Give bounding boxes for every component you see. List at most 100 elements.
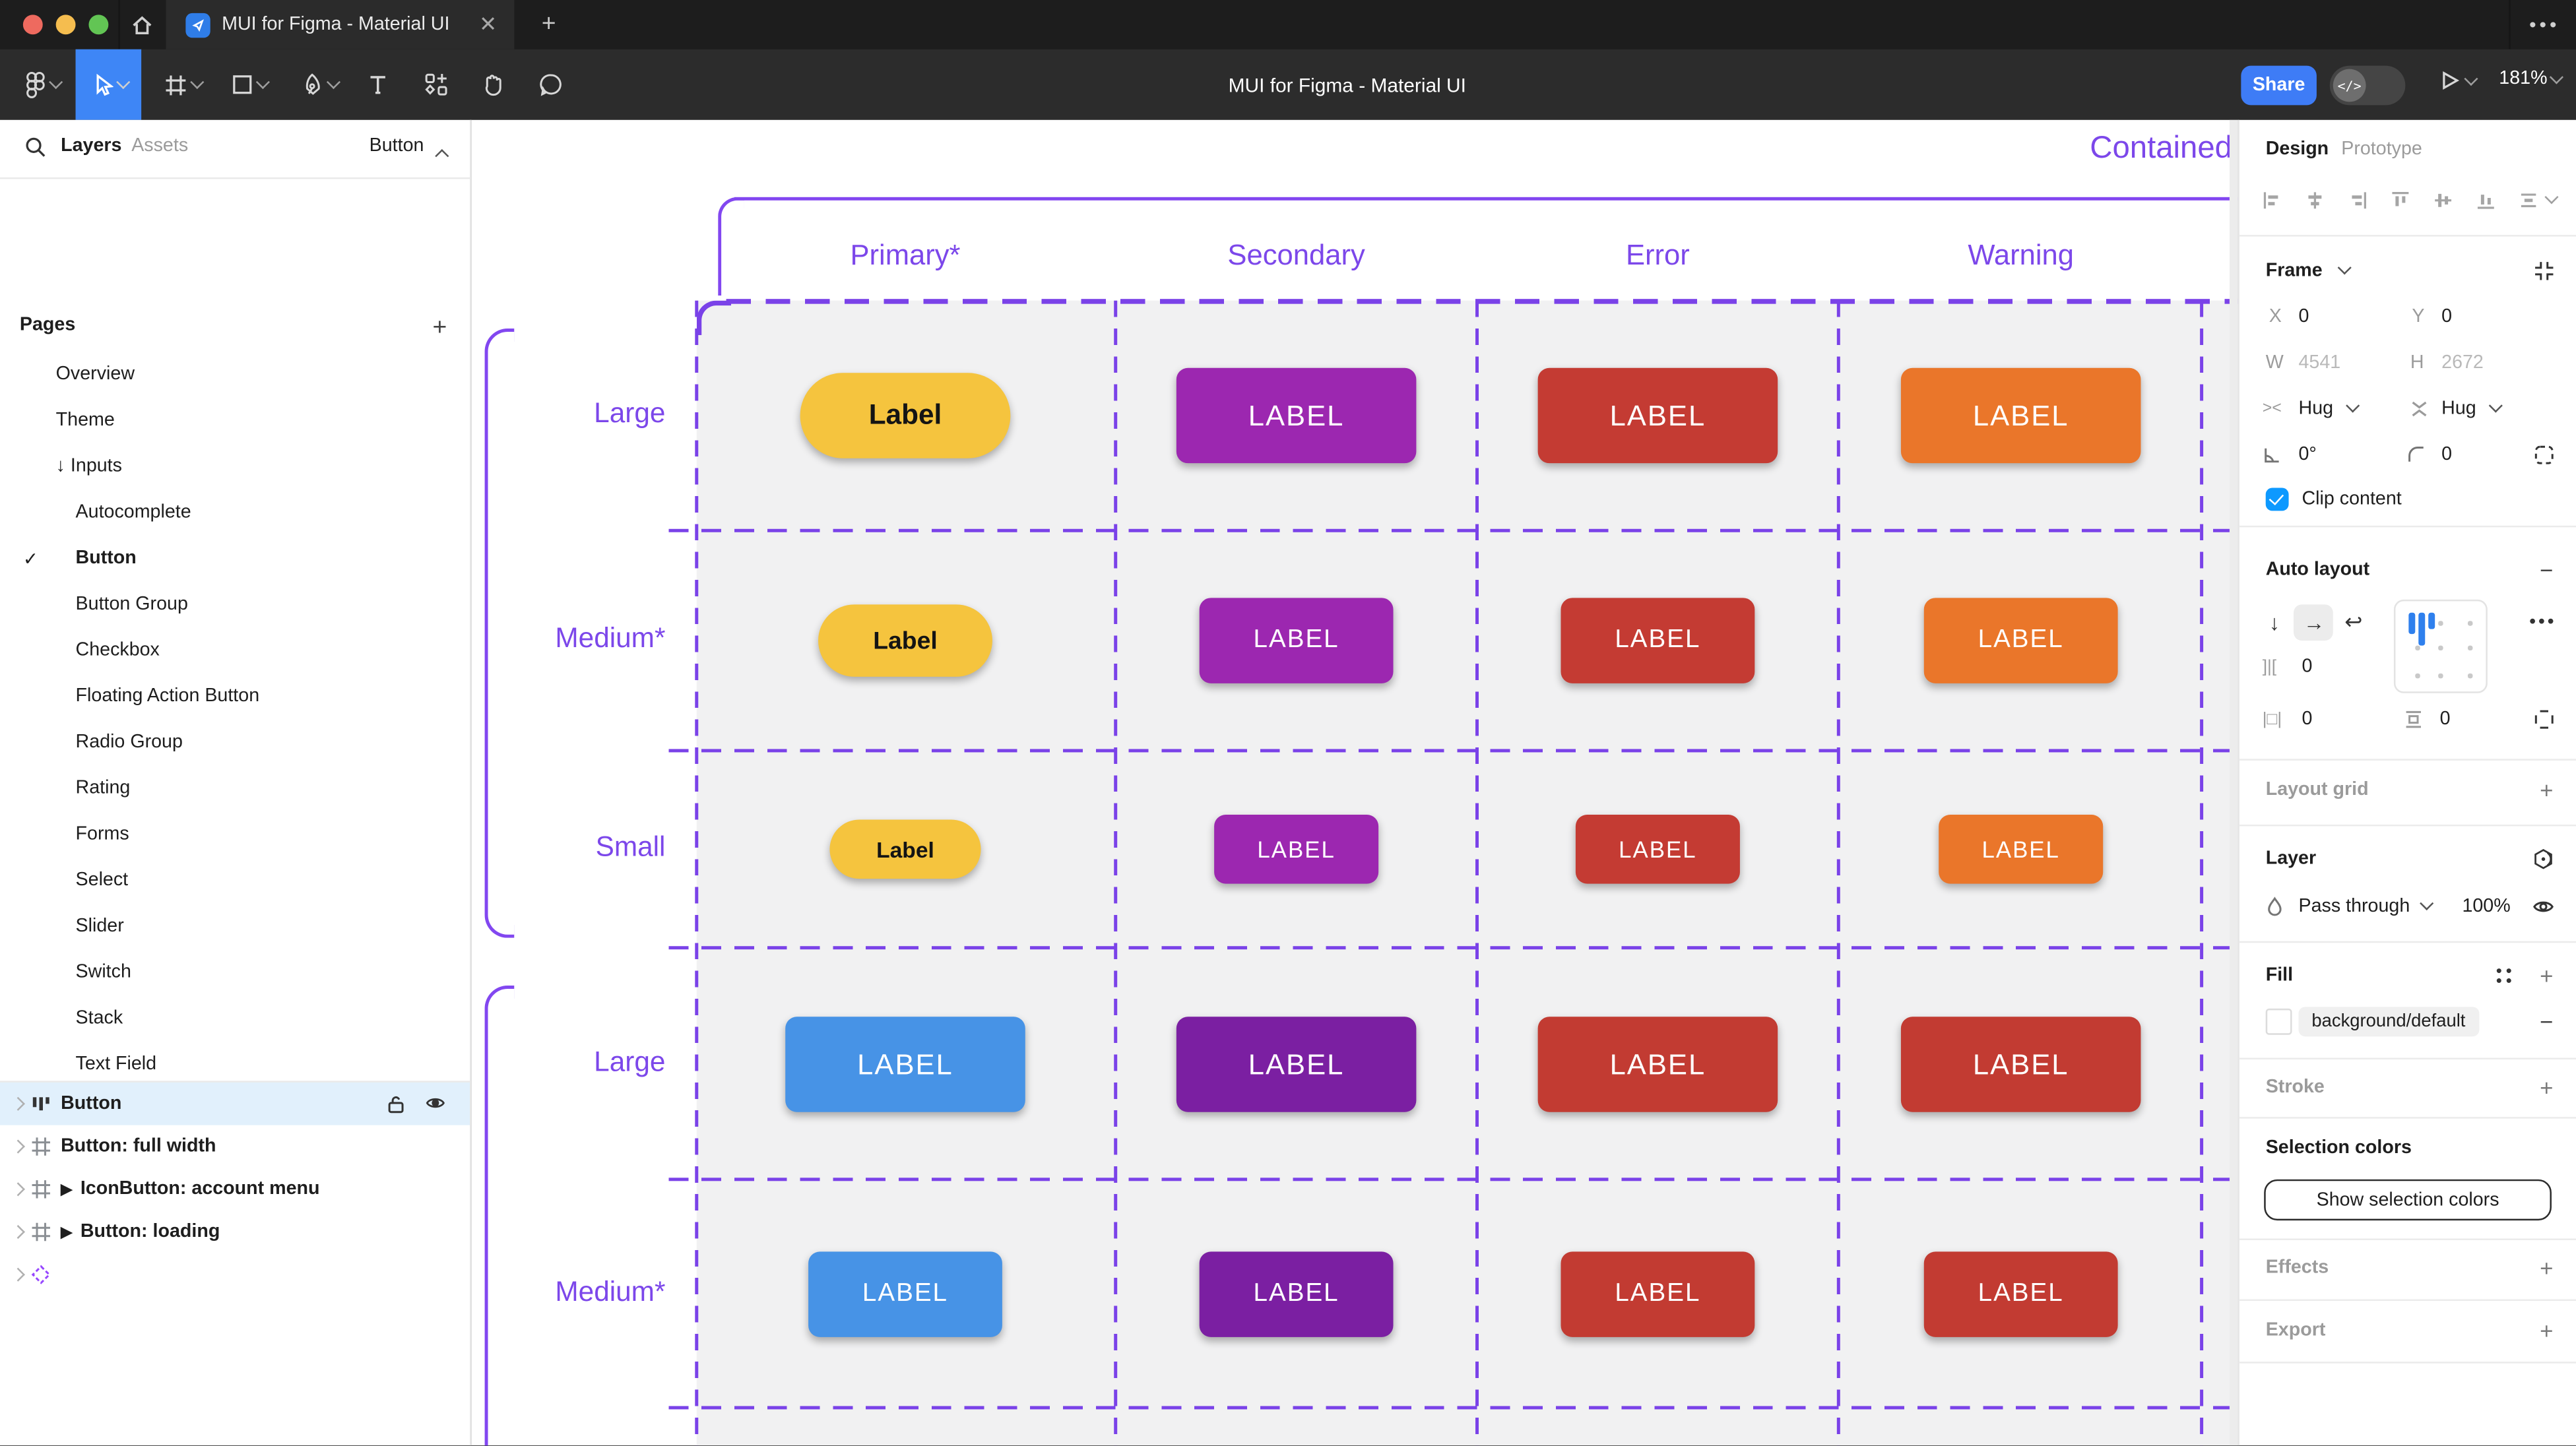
pen-tool-button[interactable] bbox=[288, 49, 350, 120]
zoom-menu[interactable]: 181% bbox=[2499, 69, 2565, 88]
canvas-button-medium-primary[interactable]: Label bbox=[818, 604, 992, 677]
blend-mode-chevron-icon[interactable] bbox=[2420, 896, 2434, 911]
hug-v-chevron-icon[interactable] bbox=[2488, 398, 2503, 413]
remove-auto-layout-icon[interactable]: − bbox=[2540, 557, 2554, 583]
layer-item-button[interactable]: Button bbox=[0, 1082, 470, 1125]
layer-visibility-eye-icon[interactable] bbox=[2532, 897, 2555, 917]
align-h-center-icon[interactable] bbox=[2305, 191, 2325, 210]
canvas-button-medium-error[interactable]: LABEL bbox=[1561, 598, 1755, 683]
canvas-button-small-warning[interactable]: LABEL bbox=[1939, 815, 2104, 884]
page-item-theme[interactable]: Theme bbox=[55, 410, 115, 431]
corner-radius-value[interactable]: 0 bbox=[2441, 445, 2453, 465]
page-item-checkbox[interactable]: Checkbox bbox=[75, 641, 160, 660]
document-tab[interactable]: MUI for Figma - Material UI ✕ bbox=[166, 0, 515, 49]
page-item-autocomplete[interactable]: Autocomplete bbox=[75, 502, 191, 522]
selection-collapse-chevron-icon[interactable] bbox=[435, 148, 449, 164]
fill-styles-icon[interactable] bbox=[2494, 966, 2514, 986]
expand-caret-icon[interactable] bbox=[11, 1139, 25, 1154]
hug-horizontal-value[interactable]: Hug bbox=[2298, 399, 2334, 419]
dev-mode-toggle[interactable]: </> bbox=[2329, 65, 2406, 106]
tab-prototype[interactable]: Prototype bbox=[2341, 139, 2422, 160]
canvas[interactable]: Contained Primary* Secondary Error Warning L… bbox=[471, 119, 2238, 1446]
w-value[interactable]: 4541 bbox=[2298, 353, 2341, 373]
fill-color-swatch[interactable] bbox=[2265, 1008, 2292, 1035]
add-fill-icon[interactable]: + bbox=[2540, 962, 2554, 989]
expand-caret-icon[interactable] bbox=[11, 1182, 25, 1197]
zoom-window-button[interactable] bbox=[88, 15, 109, 35]
shape-tool-button[interactable] bbox=[218, 49, 281, 120]
frame-tool-button[interactable] bbox=[151, 49, 214, 120]
page-item-slider[interactable]: Slider bbox=[75, 916, 124, 937]
move-tool-button[interactable] bbox=[75, 49, 142, 120]
expand-caret-icon[interactable] bbox=[11, 1224, 25, 1240]
page-item-stack[interactable]: Stack bbox=[75, 1008, 123, 1028]
h-value[interactable]: 2672 bbox=[2441, 353, 2484, 373]
comment-tool-button[interactable] bbox=[526, 49, 575, 120]
minimize-window-button[interactable] bbox=[55, 15, 76, 35]
canvas-button-large-primary[interactable]: Label bbox=[800, 373, 1011, 458]
rotation-value[interactable]: 0° bbox=[2298, 445, 2317, 465]
canvas-button-small-primary[interactable]: Label bbox=[829, 819, 981, 879]
canvas-button-large-secondary[interactable]: LABEL bbox=[1176, 367, 1417, 464]
new-tab-button[interactable]: + bbox=[541, 9, 556, 38]
tab-design[interactable]: Design bbox=[2265, 139, 2329, 160]
page-item-button[interactable]: ✓ Button bbox=[22, 548, 137, 569]
text-tool-button[interactable] bbox=[358, 49, 398, 120]
canvas-button-medium-error[interactable]: LABEL bbox=[1561, 1251, 1755, 1337]
home-icon[interactable] bbox=[130, 13, 154, 38]
canvas-button-large-error[interactable]: LABEL bbox=[1537, 1017, 1778, 1112]
tab-close-icon[interactable]: ✕ bbox=[478, 11, 498, 36]
independent-corners-icon[interactable] bbox=[2534, 445, 2555, 466]
direction-vertical-icon[interactable]: ↓ bbox=[2269, 610, 2280, 635]
add-layout-grid-icon[interactable]: + bbox=[2540, 776, 2554, 803]
canvas-button-large-warning[interactable]: LABEL bbox=[1900, 1017, 2141, 1112]
page-item-button-group[interactable]: Button Group bbox=[75, 594, 188, 615]
page-item-text-field[interactable]: Text Field bbox=[75, 1054, 157, 1075]
main-menu-button[interactable] bbox=[13, 49, 73, 120]
canvas-button-medium-secondary[interactable]: LABEL bbox=[1199, 598, 1394, 683]
page-item-forms[interactable]: Forms bbox=[75, 824, 129, 844]
present-button[interactable] bbox=[2438, 69, 2478, 92]
hug-h-chevron-icon[interactable] bbox=[2346, 398, 2360, 413]
x-value[interactable]: 0 bbox=[2298, 307, 2309, 327]
page-item-switch[interactable]: Switch bbox=[75, 962, 131, 983]
layer-item--menu-[interactable] bbox=[0, 1253, 470, 1296]
frame-title[interactable]: Contained bbox=[2090, 131, 2232, 166]
y-value[interactable]: 0 bbox=[2441, 307, 2453, 327]
clip-content-checkbox[interactable] bbox=[2265, 487, 2289, 511]
direction-wrap-icon[interactable]: ↩ bbox=[2344, 609, 2363, 635]
individual-padding-icon[interactable] bbox=[2534, 708, 2555, 730]
add-effect-icon[interactable]: + bbox=[2540, 1255, 2554, 1282]
add-export-icon[interactable]: + bbox=[2540, 1317, 2554, 1344]
tab-layers[interactable]: Layers bbox=[61, 136, 122, 156]
visibility-eye-icon[interactable] bbox=[424, 1094, 447, 1112]
page-item-overview[interactable]: Overview bbox=[55, 364, 135, 385]
frame-section-title[interactable]: Frame bbox=[2265, 261, 2323, 281]
blend-mode-value[interactable]: Pass through bbox=[2298, 896, 2410, 917]
gap-value[interactable]: 0 bbox=[2302, 657, 2313, 677]
align-left-icon[interactable] bbox=[2263, 191, 2282, 210]
resources-tool-button[interactable] bbox=[412, 49, 459, 120]
opacity-value[interactable]: 100% bbox=[2462, 896, 2511, 917]
add-page-icon[interactable]: + bbox=[432, 313, 447, 342]
expand-caret-icon[interactable] bbox=[11, 1267, 25, 1282]
fill-token-chip[interactable]: background/default bbox=[2298, 1007, 2479, 1037]
remove-fill-icon[interactable]: − bbox=[2540, 1008, 2554, 1035]
layer-item-iconbutton-account-menu[interactable]: ▶ IconButton: account menu bbox=[0, 1168, 470, 1210]
canvas-scrollbar[interactable] bbox=[2229, 119, 2238, 1446]
unlock-icon[interactable] bbox=[386, 1094, 406, 1115]
auto-layout-more-icon[interactable]: ••• bbox=[2529, 612, 2557, 633]
align-bottom-icon[interactable] bbox=[2476, 191, 2496, 210]
window-more-icon[interactable]: ••• bbox=[2529, 13, 2560, 36]
canvas-button-large-primary[interactable]: LABEL bbox=[785, 1017, 1025, 1112]
canvas-button-large-warning[interactable]: LABEL bbox=[1900, 367, 2141, 464]
layer-item-button-loading[interactable]: ▶ Button: loading bbox=[0, 1210, 470, 1253]
align-v-center-icon[interactable] bbox=[2433, 191, 2453, 210]
collapse-panel-icon[interactable] bbox=[2534, 261, 2555, 282]
page-item-radio-group[interactable]: Radio Group bbox=[75, 732, 183, 753]
canvas-button-medium-primary[interactable]: LABEL bbox=[808, 1251, 1002, 1337]
canvas-button-large-secondary[interactable]: LABEL bbox=[1176, 1017, 1417, 1112]
add-stroke-icon[interactable]: + bbox=[2540, 1074, 2554, 1101]
align-top-icon[interactable] bbox=[2391, 191, 2410, 210]
distribute-icon[interactable] bbox=[2519, 191, 2538, 210]
